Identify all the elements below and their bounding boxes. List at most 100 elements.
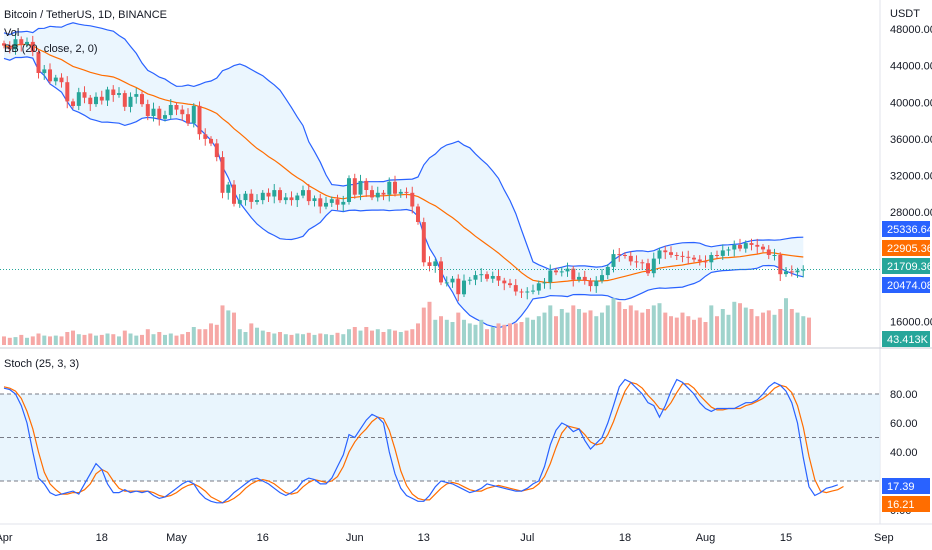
candle (766, 245, 771, 260)
candle (755, 238, 760, 254)
stoch-indicator-label[interactable]: Stoch (25, 3, 3) (4, 358, 80, 370)
volume-bar (536, 316, 541, 345)
candle (197, 101, 202, 140)
volume-bar (450, 322, 455, 345)
volume-bar (605, 305, 610, 345)
candle-body (197, 105, 202, 135)
candle-body (94, 96, 98, 105)
volume-bar (577, 309, 581, 345)
volume-bar (456, 312, 461, 345)
candle-body (657, 250, 662, 259)
candle-body (577, 276, 581, 280)
symbol-title[interactable]: Bitcoin / TetherUS, 1D, BINANCE (4, 9, 168, 21)
volume-bar (398, 332, 403, 345)
candle-body (784, 271, 788, 275)
candle (490, 271, 495, 283)
volume-bar (393, 330, 397, 345)
candle-body (611, 254, 616, 267)
candle (634, 255, 639, 268)
bb-indicator-label[interactable]: BB (20, close, 2, 0) (4, 43, 98, 55)
candle (743, 240, 748, 253)
volume-bar (709, 305, 714, 345)
candle-body (462, 280, 466, 295)
candle (709, 252, 714, 270)
candle (249, 189, 254, 209)
candle (686, 250, 691, 265)
candle (674, 252, 679, 260)
candle (772, 248, 777, 261)
volume-bar (329, 334, 334, 345)
candle (186, 108, 190, 127)
candle-body (766, 249, 771, 255)
volume-bar (203, 329, 208, 345)
time-tick-label: 18 (619, 532, 631, 544)
candle (191, 103, 196, 128)
candle-body (651, 258, 656, 274)
candle-body (674, 255, 679, 256)
volume-bar (232, 312, 236, 345)
candle (260, 190, 265, 205)
price-tick-label: 40000.00 (890, 97, 932, 109)
volume-bar (186, 332, 190, 345)
volume-bar (559, 309, 564, 345)
volume-bar (651, 305, 656, 345)
candle (88, 94, 93, 111)
candle-body (565, 268, 570, 272)
stoch-band-fill (0, 394, 880, 481)
volume-bar (801, 316, 806, 345)
volume-bar (111, 334, 116, 345)
price-tick-label: 48000.00 (890, 24, 932, 36)
volume-bar (128, 333, 133, 345)
time-tick-label: Aug (696, 532, 716, 544)
stoch-tick-label: 80.00 (890, 389, 918, 401)
candle (462, 274, 466, 298)
candle (134, 88, 139, 104)
candle-body (398, 191, 403, 194)
candle (697, 255, 702, 266)
candle (479, 268, 484, 282)
volume-bar (71, 330, 75, 345)
candle (7, 41, 12, 54)
candle-body (485, 274, 489, 279)
candle (278, 187, 282, 203)
volume-bar (278, 332, 282, 345)
candle (122, 90, 127, 111)
volume-indicator-label[interactable]: Vol (4, 27, 20, 39)
volume-bar (807, 317, 811, 345)
candle-body (663, 250, 668, 253)
candle-body (772, 255, 777, 256)
candle (352, 173, 357, 199)
volume-bar (715, 316, 719, 345)
candle-body (456, 278, 461, 295)
candle (617, 248, 622, 262)
candle-body (421, 222, 426, 263)
stoch-tick-label: 60.00 (890, 418, 918, 430)
candle-body (502, 280, 507, 284)
candle (324, 196, 328, 210)
candle (600, 269, 604, 284)
stoch-tick-label: 40.00 (890, 447, 918, 459)
badge-text: 16.21 (887, 499, 915, 511)
candle-body (163, 115, 167, 119)
candle-body (531, 290, 535, 292)
badge-background (882, 331, 930, 347)
volume-bar (375, 329, 380, 345)
time-axis[interactable]: Apr 18 May 16 Jun 13 Jul 18 Aug 15 Sep (0, 532, 894, 544)
volume-bar (255, 327, 259, 345)
candle-body (71, 101, 75, 106)
candle (335, 194, 340, 211)
volume-bar (358, 330, 363, 345)
candle (151, 102, 156, 122)
candle-body (738, 244, 742, 249)
candle-body (174, 105, 179, 110)
candle (387, 177, 392, 202)
volume-bar (669, 316, 673, 345)
candle (404, 187, 409, 199)
candle-body (36, 52, 41, 73)
volume-bar (295, 333, 300, 345)
volume-bar (266, 332, 271, 345)
volume-bar (237, 329, 242, 345)
candle (410, 186, 415, 214)
candle-body (709, 255, 714, 263)
price-axis[interactable]: 48000.00 44000.00 40000.00 36000.00 32000.00… (890, 24, 932, 329)
